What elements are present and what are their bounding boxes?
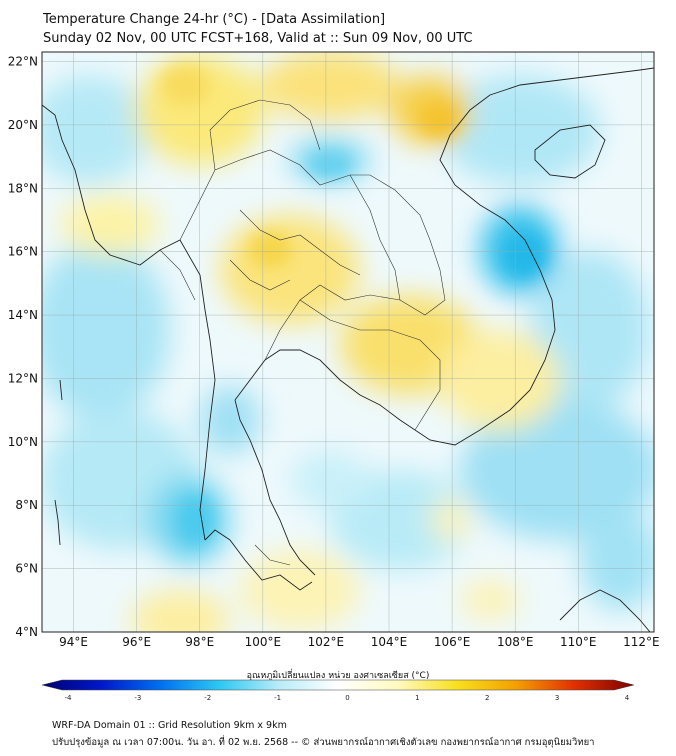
lon-tick-label: 108°E bbox=[497, 635, 534, 649]
lon-tick-label: 106°E bbox=[434, 635, 471, 649]
colorbar-tick-label: -1 bbox=[274, 694, 281, 702]
lat-tick-label: 16°N bbox=[8, 245, 38, 259]
colorbar-ticks: -4 -3 -2 -1 0 1 2 3 4 bbox=[65, 694, 630, 702]
lon-tick-label: 102°E bbox=[308, 635, 345, 649]
colorbar-tick-label: -3 bbox=[134, 694, 141, 702]
colorbar-tick-label: -4 bbox=[65, 694, 73, 702]
lat-tick-label: 14°N bbox=[8, 308, 38, 322]
colorbar-tick-label: -2 bbox=[204, 694, 211, 702]
map-title: Temperature Change 24-hr (°C) - [Data As… bbox=[43, 12, 386, 27]
map-subtitle: Sunday 02 Nov, 00 UTC FCST+168, Valid at… bbox=[43, 31, 473, 46]
colorbar-tick-label: 0 bbox=[345, 694, 349, 702]
hainan-island bbox=[534, 124, 606, 179]
lat-tick-label: 8°N bbox=[15, 498, 38, 512]
graticule bbox=[42, 52, 654, 632]
colorbar-tick-label: 2 bbox=[485, 694, 489, 702]
colorbar-tick-label: 1 bbox=[415, 694, 419, 702]
colorbar-title: อุณหภูมิเปลี่ยนแปลง หน่วย องศาเซลเซียส (… bbox=[246, 671, 430, 681]
footer-credit: ปรับปรุงข้อมูล ณ เวลา 07:00น. วัน อา. ที… bbox=[52, 737, 595, 748]
temperature-change-map: 22°N 20°N 18°N 16°N 14°N 12°N 10°N 8°N 6°N 4°N 94… bbox=[8, 51, 660, 649]
lat-tick-label: 12°N bbox=[8, 371, 38, 385]
lat-tick-label: 22°N bbox=[8, 55, 38, 69]
map-frame bbox=[41, 51, 655, 633]
myanmar-coast bbox=[42, 104, 216, 541]
admin-borders bbox=[159, 99, 446, 566]
lon-tick-label: 100°E bbox=[245, 635, 282, 649]
lat-tick-label: 6°N bbox=[15, 562, 38, 576]
latitude-labels: 22°N 20°N 18°N 16°N 14°N 12°N 10°N 8°N 6°N 4°N bbox=[8, 55, 38, 639]
lat-tick-label: 18°N bbox=[8, 181, 38, 195]
lon-tick-label: 104°E bbox=[371, 635, 408, 649]
colorbar-tick-label: 4 bbox=[625, 694, 630, 702]
colorbar-tick-label: 3 bbox=[555, 694, 559, 702]
lon-tick-label: 98°E bbox=[185, 635, 214, 649]
footer-model-info: WRF-DA Domain 01 :: Grid Resolution 9km … bbox=[52, 720, 287, 731]
lon-tick-label: 96°E bbox=[122, 635, 151, 649]
colorbar: -4 -3 -2 -1 0 1 2 3 4 bbox=[41, 679, 635, 702]
coastlines bbox=[42, 67, 654, 632]
temperature-field bbox=[42, 52, 654, 632]
thai-peninsula-coast bbox=[204, 399, 316, 591]
lon-tick-label: 112°E bbox=[623, 635, 660, 649]
lat-tick-label: 10°N bbox=[8, 435, 38, 449]
lon-tick-label: 110°E bbox=[560, 635, 597, 649]
lat-tick-label: 20°N bbox=[8, 118, 38, 132]
borneo-tip bbox=[559, 589, 651, 632]
andaman-islands bbox=[54, 379, 63, 546]
lat-tick-label: 4°N bbox=[15, 625, 38, 639]
china-coast bbox=[489, 67, 654, 96]
colorbar-ramp bbox=[41, 679, 635, 691]
vietnam-coast bbox=[414, 94, 556, 446]
lon-tick-label: 94°E bbox=[59, 635, 88, 649]
longitude-labels: 94°E 96°E 98°E 100°E 102°E 104°E 106°E 108°E 110… bbox=[59, 635, 660, 649]
gulf-of-thailand-coast bbox=[234, 349, 416, 431]
